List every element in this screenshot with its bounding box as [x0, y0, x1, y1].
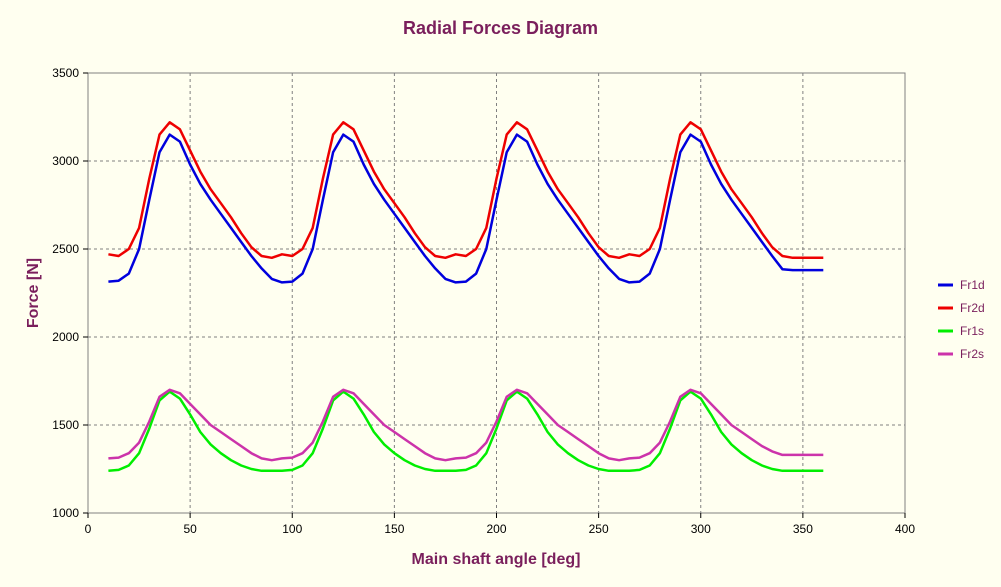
series-line-fr2d: [108, 121, 824, 260]
legend-item-fr1d: Fr1d: [938, 278, 985, 292]
legend-item-fr2d: Fr2d: [938, 301, 985, 315]
x-tick-label: 150: [384, 522, 404, 536]
y-tick-label: 1500: [52, 418, 79, 432]
y-tick-label: 2500: [52, 242, 79, 256]
grid-lines: [88, 73, 905, 513]
y-tick-label: 3500: [52, 66, 79, 80]
x-axis-title: Main shaft angle [deg]: [412, 551, 581, 568]
y-tick-label: 2000: [52, 330, 79, 344]
legend-item-fr1s: Fr1s: [938, 324, 984, 338]
series-line-fr1s: [108, 390, 824, 473]
series-lines: [108, 121, 824, 473]
legend-label: Fr2d: [960, 301, 985, 315]
y-tick-label: 1000: [52, 506, 79, 520]
x-tick-label: 250: [589, 522, 609, 536]
tick-labels: 0 50 100 150 200 250 300 350 400 1000 1500 2000 2500…: [52, 66, 915, 536]
legend-label: Fr1d: [960, 278, 985, 292]
x-tick-label: 300: [691, 522, 711, 536]
series-line-fr2s: [108, 388, 824, 462]
legend-label: Fr1s: [960, 324, 984, 338]
series-line-fr1d: [108, 133, 824, 284]
x-tick-label: 200: [486, 522, 506, 536]
x-tick-label: 350: [793, 522, 813, 536]
legend-item-fr2s: Fr2s: [938, 347, 984, 361]
x-tick-label: 0: [85, 522, 92, 536]
y-axis-title: Force [N]: [25, 258, 42, 328]
x-tick-label: 50: [183, 522, 197, 536]
chart-title: Radial Forces Diagram: [402, 18, 599, 38]
x-tick-label: 100: [282, 522, 302, 536]
y-tick-label: 3000: [52, 154, 79, 168]
legend: Fr1d Fr2d Fr1s Fr2s: [938, 278, 985, 361]
x-tick-label: 400: [895, 522, 915, 536]
legend-label: Fr2s: [960, 347, 984, 361]
